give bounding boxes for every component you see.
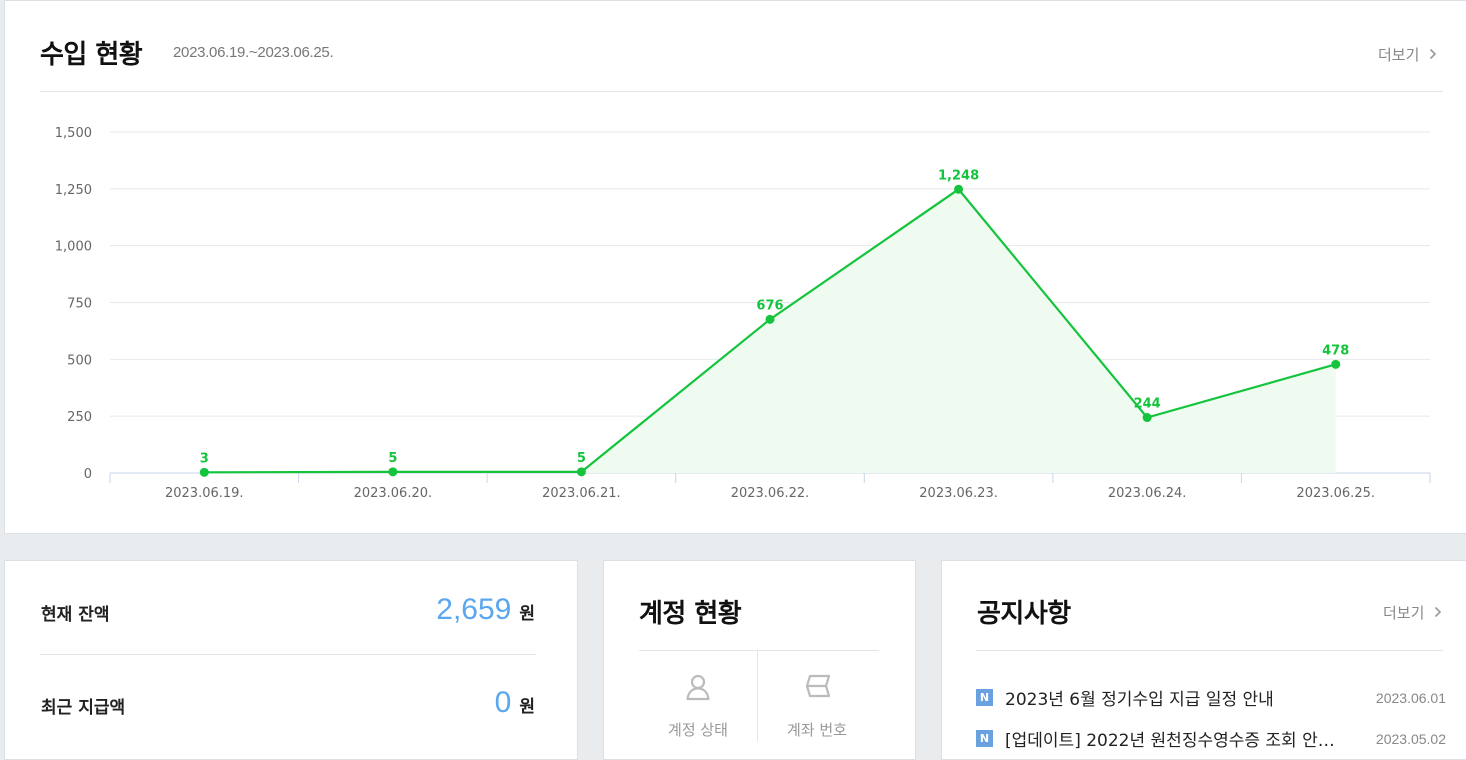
data-label: 5	[577, 451, 586, 466]
chevron-right-icon	[1434, 604, 1442, 622]
account-title: 계정 현황	[639, 599, 742, 629]
account-status-label: 계정 상태	[668, 721, 728, 739]
y-tick-label: 750	[67, 297, 92, 312]
data-point	[1142, 413, 1152, 423]
y-tick-label: 250	[67, 410, 92, 425]
account-card	[603, 560, 916, 760]
y-tick-label: 500	[67, 353, 92, 368]
x-tick-label: 2023.06.22.	[731, 486, 810, 501]
current-balance-label: 현재 잔액	[41, 605, 110, 625]
data-label: 676	[756, 298, 783, 313]
data-point	[1331, 359, 1341, 369]
bank-account-label: 계좌 번호	[787, 721, 847, 739]
x-tick-label: 2023.06.21.	[542, 486, 621, 501]
recent-payment-value: 0	[494, 686, 512, 719]
recent-payment-label: 최근 지급액	[41, 698, 126, 718]
x-tick-label: 2023.06.25.	[1296, 486, 1375, 501]
data-label: 244	[1134, 397, 1161, 412]
data-label: 1,248	[938, 168, 979, 183]
x-tick-label: 2023.06.19.	[165, 486, 244, 501]
bankbook-icon	[805, 674, 831, 698]
data-label: 3	[200, 451, 209, 466]
x-tick-label: 2023.06.23.	[919, 486, 998, 501]
user-icon	[686, 674, 710, 701]
data-point	[576, 467, 586, 477]
recent-payment-amount: 0 원	[495, 686, 535, 720]
data-point	[388, 467, 398, 477]
data-point	[199, 467, 209, 477]
notice-divider	[976, 650, 1443, 651]
notice-title: 공지사항	[977, 599, 1071, 629]
current-balance-unit: 원	[519, 604, 535, 624]
notice-item[interactable]: N 2023년 6월 정기수입 지급 일정 안내 2023.06.01	[976, 685, 1446, 710]
y-tick-label: 1,250	[55, 183, 92, 198]
notice-more-link[interactable]: 더보기	[1383, 602, 1442, 623]
notice-card	[941, 560, 1466, 760]
y-tick-label: 0	[84, 467, 92, 482]
chevron-right-icon	[1429, 46, 1437, 64]
notice-item-date: 2023.05.02	[1375, 730, 1446, 747]
new-badge-icon: N	[976, 689, 993, 706]
data-point	[765, 314, 775, 324]
notice-item-date: 2023.06.01	[1375, 689, 1446, 706]
y-tick-label: 1,500	[55, 126, 92, 141]
notice-item-title: [업데이트] 2022년 원천징수영수증 조회 안…	[1005, 731, 1335, 751]
current-balance-value: 2,659	[436, 593, 512, 626]
account-status-cell[interactable]: 계정 상태	[639, 651, 757, 751]
balance-card	[4, 560, 578, 760]
revenue-title: 수입 현황	[40, 40, 143, 70]
data-label: 478	[1322, 343, 1349, 358]
bank-account-cell[interactable]: 계좌 번호	[758, 651, 876, 751]
recent-payment-unit: 원	[519, 697, 535, 717]
notice-item[interactable]: N [업데이트] 2022년 원천징수영수증 조회 안… 2023.05.02	[976, 726, 1446, 751]
more-label: 더보기	[1378, 46, 1420, 64]
more-label: 더보기	[1383, 604, 1425, 622]
x-tick-label: 2023.06.24.	[1108, 486, 1187, 501]
revenue-divider	[40, 91, 1443, 92]
series-area	[204, 189, 1336, 473]
revenue-period: 2023.06.19.~2023.06.25.	[173, 44, 334, 61]
account-cell-divider	[757, 651, 758, 741]
balance-divider	[40, 654, 536, 655]
account-divider	[639, 650, 879, 651]
revenue-chart: 0 250 500 750 1,000 1,250 1,500 2023.06.19. 2023…	[55, 126, 1431, 501]
x-tick-label: 2023.06.20.	[354, 486, 433, 501]
y-tick-label: 1,000	[55, 240, 92, 255]
notice-item-title: 2023년 6월 정기수입 지급 일정 안내	[1005, 690, 1274, 710]
data-point	[954, 184, 964, 194]
current-balance-amount: 2,659 원	[436, 593, 535, 627]
data-label: 5	[388, 451, 397, 466]
new-badge-icon: N	[976, 730, 993, 747]
revenue-more-link[interactable]: 더보기	[1378, 44, 1437, 65]
